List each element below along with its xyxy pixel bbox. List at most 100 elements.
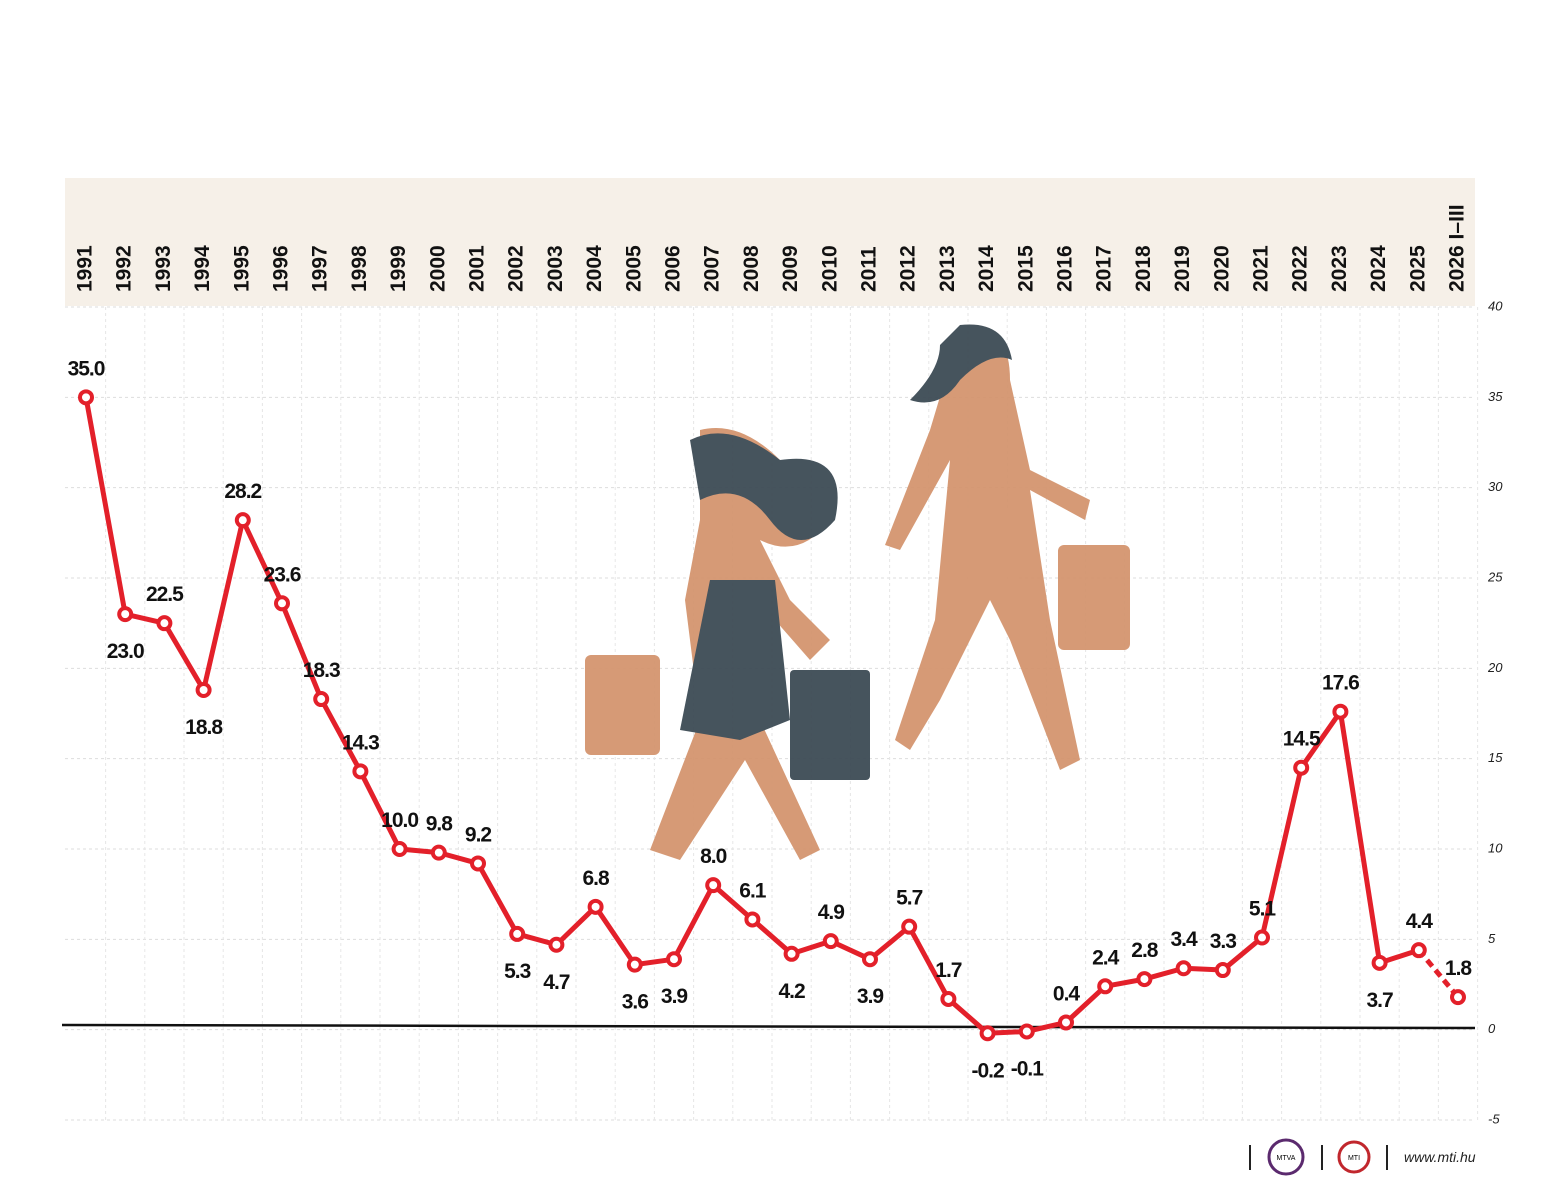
value-label: 6.1 — [739, 879, 767, 902]
line-dashed — [1416, 948, 1460, 999]
x-tick-label: 2009 — [779, 245, 802, 292]
point — [1097, 978, 1114, 995]
y-tick-label: 0 — [1488, 1021, 1496, 1036]
x-tick-label: 2003 — [544, 245, 567, 292]
value-label: 5.1 — [1249, 898, 1277, 921]
y-tick-label: 25 — [1487, 569, 1503, 584]
point — [1018, 1023, 1035, 1040]
value-label: 4.9 — [818, 901, 845, 924]
value-label: 3.7 — [1366, 989, 1393, 1012]
point — [705, 877, 722, 894]
y-tick-label: 20 — [1487, 660, 1503, 675]
point — [744, 911, 761, 928]
point — [548, 936, 565, 953]
point — [862, 951, 878, 968]
x-tick-label: 2014 — [975, 245, 998, 292]
point — [156, 615, 173, 632]
point — [1410, 942, 1427, 959]
point — [822, 933, 839, 950]
point — [666, 951, 682, 968]
x-tick-label: 1994 — [191, 245, 214, 292]
value-label: 10.0 — [381, 809, 418, 832]
y-tick-label: 15 — [1488, 750, 1503, 765]
value-label: 3.9 — [857, 985, 884, 1008]
value-label: 9.2 — [465, 823, 492, 846]
point — [1058, 1014, 1074, 1031]
x-tick-label: 2004 — [583, 245, 606, 292]
zero-line — [61, 1023, 1476, 1030]
x-tick-label: 2001 — [466, 245, 489, 292]
value-label: 9.8 — [426, 813, 454, 836]
logo-text: MTVA — [1277, 1155, 1296, 1162]
value-label: 3.9 — [661, 985, 688, 1008]
x-tick-label: 2018 — [1132, 245, 1155, 292]
y-tick-label: 30 — [1488, 479, 1503, 494]
point — [195, 682, 212, 699]
x-tick-label: 2008 — [740, 245, 763, 292]
x-tick-label: 2016 — [1054, 245, 1077, 292]
header-band — [65, 178, 1475, 306]
value-label: 23.6 — [264, 563, 301, 586]
value-label: 0.4 — [1053, 982, 1081, 1005]
value-label: 6.8 — [582, 867, 610, 890]
value-label: 3.6 — [622, 991, 649, 1014]
point — [391, 841, 408, 857]
y-tick-label: 40 — [1488, 298, 1503, 313]
point — [940, 990, 957, 1007]
point — [1175, 960, 1192, 977]
value-label: 5.7 — [896, 887, 923, 910]
grid — [65, 306, 1479, 1121]
point — [509, 925, 526, 942]
x-tick-label: 2019 — [1171, 245, 1194, 292]
value-label: 2.8 — [1131, 939, 1159, 962]
value-label: 1.8 — [1445, 957, 1473, 980]
x-tick-label: 2000 — [426, 245, 449, 292]
x-tick-label: 2025 — [1406, 245, 1429, 292]
x-tick-label: 2015 — [1014, 245, 1037, 292]
x-tick-label: 1991 — [74, 245, 97, 292]
x-tick-label: 2006 — [662, 245, 685, 292]
x-tick-label: 2013 — [936, 245, 959, 292]
value-label: 3.4 — [1170, 928, 1198, 951]
point — [901, 918, 918, 935]
value-label: 2.4 — [1092, 946, 1120, 969]
x-tick-label: 2026 I–III — [1446, 204, 1469, 292]
point — [470, 855, 486, 872]
x-tick-label: 1992 — [113, 245, 136, 292]
value-label: 28.2 — [224, 480, 261, 503]
x-tick-label: 2023 — [1328, 245, 1351, 292]
point — [78, 389, 94, 406]
x-tick-label: 1999 — [387, 245, 410, 292]
x-tick-label: 2012 — [897, 245, 920, 292]
point — [1293, 759, 1310, 776]
footer-url: www.mti.hu — [1404, 1149, 1476, 1165]
value-label: 18.3 — [303, 659, 340, 682]
logo — [1267, 1138, 1305, 1176]
point — [1136, 971, 1153, 988]
illustration — [585, 324, 1130, 860]
x-tick-label: 2021 — [1250, 245, 1273, 292]
value-label: 35.0 — [68, 357, 105, 380]
point — [1332, 703, 1349, 720]
value-label: 8.0 — [700, 845, 727, 868]
y-tick-label: 10 — [1488, 840, 1503, 855]
value-label: 14.3 — [342, 731, 379, 754]
x-tick-label: 2010 — [818, 245, 841, 292]
x-tick-label: 2005 — [622, 245, 645, 292]
point — [1254, 929, 1270, 946]
point — [1214, 962, 1231, 979]
x-tick-label: 2024 — [1367, 245, 1390, 292]
value-label: -0.1 — [1011, 1057, 1045, 1080]
x-tick-label: 2007 — [701, 245, 724, 292]
point — [117, 606, 134, 623]
value-label: 17.6 — [1322, 672, 1359, 695]
x-tick-label: 2017 — [1093, 245, 1116, 292]
point — [1450, 989, 1466, 1006]
point — [979, 1025, 996, 1042]
y-tick-label: 5 — [1488, 931, 1496, 946]
y-tick-label: -5 — [1488, 1111, 1500, 1126]
x-tick-label: 2011 — [858, 246, 881, 292]
point — [234, 512, 251, 529]
logo-text: MTI — [1348, 1155, 1360, 1162]
